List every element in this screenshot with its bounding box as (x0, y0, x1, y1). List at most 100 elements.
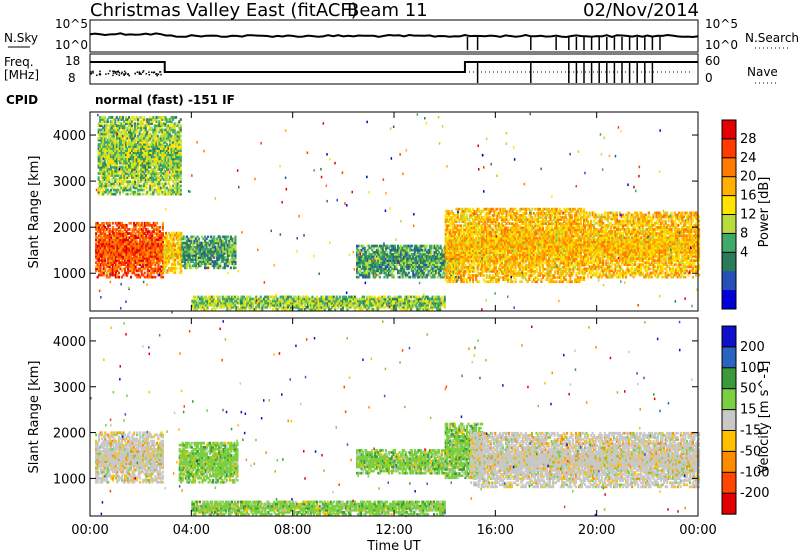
data-cell (356, 244, 359, 248)
data-cell (421, 253, 424, 256)
data-cell (423, 295, 426, 299)
cpid-label: CPID (6, 93, 38, 107)
data-cell (306, 303, 309, 307)
data-cell (173, 147, 176, 150)
data-cell (418, 244, 421, 248)
data-cell (113, 236, 116, 240)
data-cell (149, 232, 152, 235)
data-cell (123, 186, 126, 190)
data-cell (371, 253, 374, 256)
data-cell (169, 147, 172, 150)
data-cell (153, 174, 156, 177)
data-cell (99, 130, 102, 134)
data-cell (225, 245, 228, 249)
data-cell (117, 275, 120, 279)
data-cell (130, 240, 133, 244)
data-cell (140, 234, 143, 237)
data-cell (102, 257, 105, 260)
nave-point (125, 72, 127, 74)
data-cell (109, 174, 112, 177)
data-cell (118, 190, 121, 194)
data-cell (111, 159, 114, 163)
data-cell (175, 157, 178, 161)
data-cell (118, 143, 121, 146)
data-cell (155, 120, 158, 123)
data-cell (173, 128, 176, 132)
data-cell (199, 247, 202, 251)
data-cell (420, 299, 423, 303)
data-cell (356, 248, 359, 252)
data-cell (174, 248, 177, 252)
data-cell (331, 301, 334, 305)
data-cell (117, 271, 120, 275)
data-cell (281, 297, 284, 301)
data-cell (176, 143, 179, 146)
data-cell (146, 124, 149, 128)
data-cell (220, 260, 223, 263)
data-cell (127, 232, 130, 235)
data-cell (214, 260, 217, 263)
data-cell (129, 124, 132, 128)
data-cell (400, 246, 403, 250)
data-cell (427, 269, 430, 273)
data-cell (161, 246, 164, 250)
data-cell (144, 141, 147, 144)
data-cell (148, 248, 151, 252)
data-cell (134, 174, 137, 177)
data-cell (150, 192, 153, 196)
data-cell (133, 240, 136, 244)
data-cell (144, 124, 147, 128)
data-cell (439, 305, 442, 309)
data-cell (172, 161, 175, 165)
data-cell (381, 263, 384, 266)
data-cell (114, 257, 117, 260)
data-cell (337, 297, 340, 301)
data-cell (167, 130, 170, 134)
data-cell (172, 267, 175, 270)
data-cell (392, 297, 395, 301)
data-cell (172, 153, 175, 157)
data-cell (129, 122, 132, 126)
data-cell (125, 255, 128, 258)
data-cell (427, 273, 430, 277)
data-cell (403, 271, 406, 275)
data-cell (159, 178, 162, 181)
data-cell (143, 267, 146, 271)
data-cell (430, 248, 433, 252)
data-cell (276, 308, 279, 311)
data-cell (128, 124, 131, 128)
data-cell (107, 261, 110, 264)
data-cell (166, 126, 169, 130)
data-cell (132, 157, 135, 161)
data-cell (271, 299, 274, 303)
data-cell (178, 244, 181, 247)
data-cell (416, 257, 419, 260)
data-cell (111, 263, 114, 266)
data-cell (228, 250, 231, 253)
data-cell (123, 234, 126, 237)
data-cell (169, 242, 172, 245)
data-cell (136, 255, 139, 258)
data-cell (369, 303, 372, 307)
data-cell (146, 178, 149, 181)
data-cell (202, 260, 205, 263)
data-cell (411, 295, 414, 299)
data-cell (115, 145, 118, 148)
data-cell (352, 295, 355, 299)
data-cell (233, 303, 236, 307)
data-cell (125, 180, 128, 184)
data-cell (118, 145, 121, 148)
data-cell (177, 262, 180, 266)
data-cell (328, 295, 331, 299)
data-cell (185, 254, 188, 257)
data-cell (182, 258, 185, 261)
data-cell (112, 118, 115, 121)
data-cell (171, 242, 174, 245)
data-cell (139, 261, 142, 264)
data-cell (216, 258, 219, 261)
data-cell (191, 252, 194, 255)
data-cell (394, 250, 397, 254)
data-cell (407, 261, 410, 264)
data-cell (159, 118, 162, 121)
data-cell (394, 259, 397, 262)
